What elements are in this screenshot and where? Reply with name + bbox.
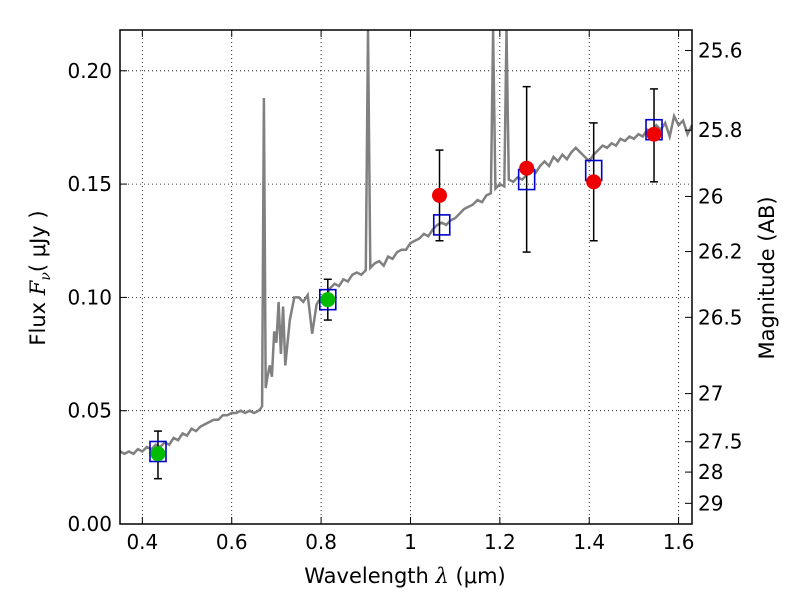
model-photometry-square bbox=[432, 214, 451, 236]
red-photometry-point bbox=[519, 160, 535, 176]
y2-axis-title: Magnitude (AB) bbox=[755, 196, 779, 359]
x-tick-label: 0.6 bbox=[216, 530, 248, 554]
y-title-subscript: ν bbox=[38, 272, 54, 281]
x-tick-label: 0.8 bbox=[305, 530, 337, 554]
grid bbox=[120, 30, 692, 525]
spectrum-layer bbox=[119, 29, 694, 456]
red-photometry-point bbox=[586, 174, 602, 190]
model-photometry-markers bbox=[149, 118, 663, 463]
ticks bbox=[120, 30, 692, 525]
y-tick-label: 0.05 bbox=[67, 399, 112, 423]
x-tick-label: 1.4 bbox=[573, 530, 605, 554]
y-tick-label: 0.10 bbox=[67, 285, 112, 309]
x-tick-labels: 0.4 0.6 0.8 1 1.2 1.4 1.6 bbox=[126, 530, 694, 554]
green-photometry-point bbox=[320, 292, 336, 308]
y-tick-label: 0.15 bbox=[67, 172, 112, 196]
spectrum-line bbox=[119, 29, 694, 456]
green-photometry-point bbox=[150, 446, 166, 462]
error-bars bbox=[153, 85, 659, 480]
x-axis-title: Wavelength λ (μm) bbox=[304, 564, 505, 588]
x-tick-label: 1 bbox=[404, 530, 417, 554]
model-photometry-square bbox=[318, 288, 337, 311]
red-photometry-point bbox=[646, 126, 662, 142]
y-tick-labels: 0.00 0.05 0.10 0.15 0.20 bbox=[67, 59, 112, 536]
y2-tick-label: 26 bbox=[698, 184, 723, 208]
x-tick-label: 1.2 bbox=[484, 530, 516, 554]
y2-tick-label: 27 bbox=[698, 382, 723, 406]
x-tick-label: 1.6 bbox=[663, 530, 695, 554]
y2-tick-label: 28 bbox=[698, 460, 723, 484]
x-title-units: (μm) bbox=[456, 564, 506, 588]
y-axis-title: Flux Fν( μJy ) bbox=[26, 210, 54, 345]
y2-tick-label: 25.8 bbox=[698, 118, 743, 142]
x-tick-label: 0.4 bbox=[126, 530, 158, 554]
observed-photometry-markers bbox=[150, 126, 662, 462]
y2-tick-label: 29 bbox=[698, 491, 723, 515]
x-title-symbol: λ bbox=[435, 564, 449, 588]
y2-tick-label: 26.5 bbox=[698, 305, 743, 329]
x-title-prefix: Wavelength bbox=[304, 564, 435, 588]
y2-tick-label: 25.6 bbox=[698, 39, 743, 63]
plot-frame bbox=[119, 29, 693, 525]
y-title-units: ( μJy ) bbox=[26, 210, 50, 272]
y2-tick-label: 26.2 bbox=[698, 240, 743, 264]
y-tick-label: 0.20 bbox=[67, 59, 112, 83]
y2-tick-label: 27.5 bbox=[698, 430, 743, 454]
y-title-prefix: Flux bbox=[26, 295, 50, 345]
y2-tick-labels: 25.6 25.8 26 26.2 26.5 27 27.5 28 29 bbox=[698, 39, 743, 516]
y-tick-label: 0.00 bbox=[67, 512, 112, 536]
red-photometry-point bbox=[432, 187, 448, 203]
model-photometry-square bbox=[149, 440, 167, 463]
y-title-symbol: F bbox=[26, 279, 50, 296]
